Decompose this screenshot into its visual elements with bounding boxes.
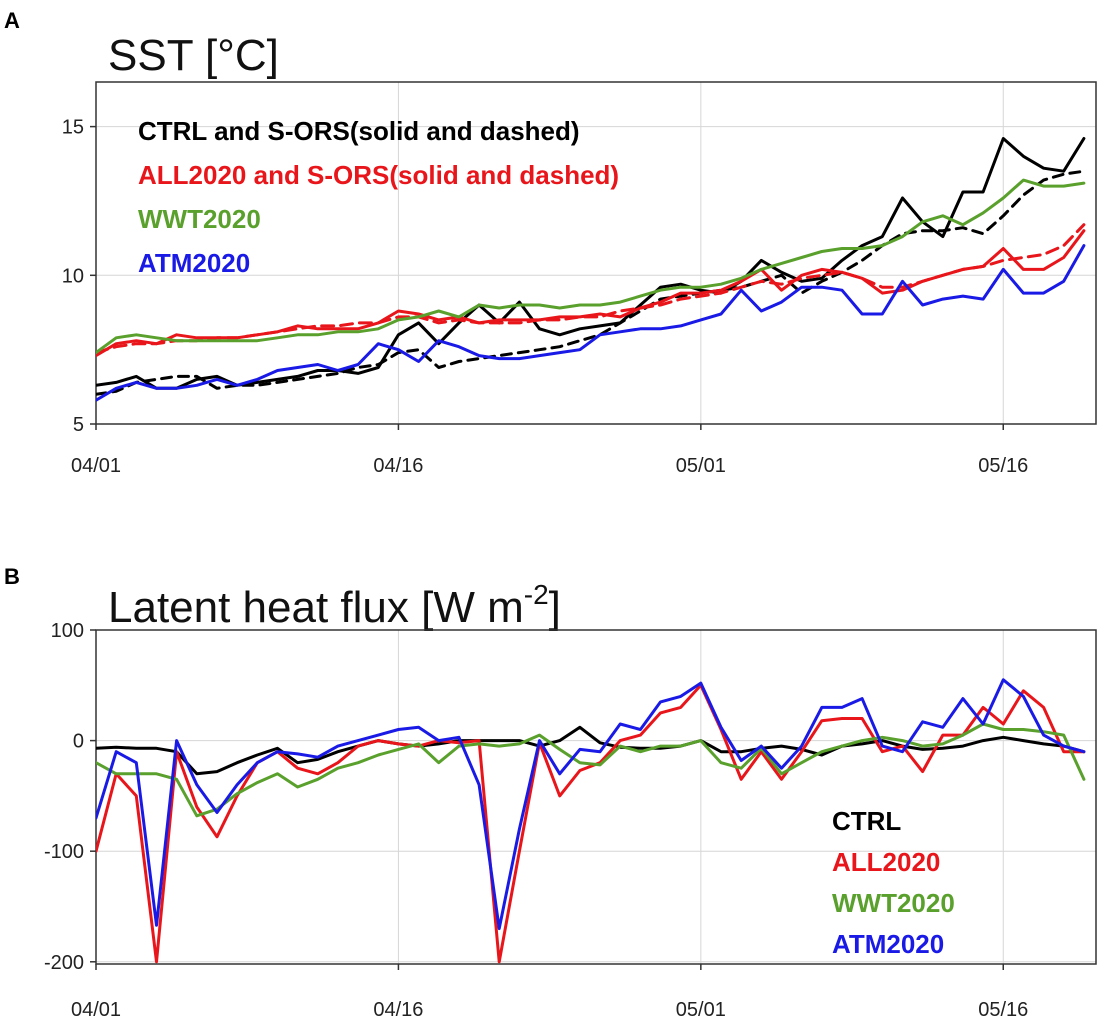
panel-b-legend-entry: CTRL [832,806,901,836]
panel-b-y-tick-label: -100 [44,841,84,863]
panel-a-series-line [96,169,1086,396]
panel-b-series-line [96,678,1086,931]
panel-a-letter: A [4,8,20,33]
panel-b-letter: B [4,564,20,589]
panel-a-series-line [96,137,1086,390]
panel-b-x-tick-label: 05/16 [978,999,1028,1021]
panel-b-title: Latent heat flux [W m-2] [108,579,561,632]
panel-b-y-tick-label: 100 [51,620,84,642]
panel-a-x-tick-label: 04/01 [71,455,121,477]
panel-b-title-sup: -2 [524,579,549,610]
panel-a-y-tick-label: 10 [62,265,84,287]
panel-a-legend-entry: ATM2020 [138,248,250,278]
panel-a-legend-entry: WWT2020 [138,204,261,234]
panel-a-y-tick-label: 5 [73,414,84,436]
panel-b-x-tick-label: 04/16 [373,999,423,1021]
panel-a-series-line [96,178,1086,355]
panel-a-x-tick-label: 05/01 [676,455,726,477]
panel-a-legend-entry: ALL2020 and S-ORS(solid and dashed) [138,160,619,190]
panel-b-legend-entry: WWT2020 [832,888,955,918]
panel-b-y-tick-label: 0 [73,731,84,753]
panel-a-y-tick-label: 15 [62,117,84,139]
panel-b-title-main: Latent heat flux [W m [108,583,524,632]
panel-a-legend-entry: CTRL and S-ORS(solid and dashed) [138,116,580,146]
panel-a-sst: A SST [°C] 5 10 15 04/01 04/16 05/01 05/16 CTRL… [4,8,1097,477]
panel-a-x-tick-label: 05/16 [978,455,1028,477]
panel-a-x-tick-label: 04/16 [373,455,423,477]
panel-b-legend-entry: ATM2020 [832,929,944,959]
panel-b-plot: 100 0 -100 -200 04/01 04/16 05/01 05/16 CTRL ALL2… [44,620,1097,1021]
panel-a-plot: 5 10 15 04/01 04/16 05/01 05/16 CTRL and S-ORS(… [62,81,1097,477]
panel-a-series-line [96,223,1086,355]
panel-b-series-line [96,725,1086,776]
panel-b-series-line [96,722,1086,818]
panel-a-series-line [96,244,1086,402]
panel-b-y-tick-label: -200 [44,952,84,974]
panel-b-title-close: ] [549,583,561,632]
panel-b-x-tick-label: 05/01 [676,999,726,1021]
panel-b-latent-heat-flux: B Latent heat flux [W m-2] 100 0 -100 -200 0… [4,564,1097,1021]
panel-a-plot-frame [95,81,1097,425]
panel-b-legend-entry: ALL2020 [832,847,940,877]
panel-a-title: SST [°C] [108,31,279,80]
panel-b-plot-frame [95,629,1097,965]
panel-b-x-tick-label: 04/01 [71,999,121,1021]
